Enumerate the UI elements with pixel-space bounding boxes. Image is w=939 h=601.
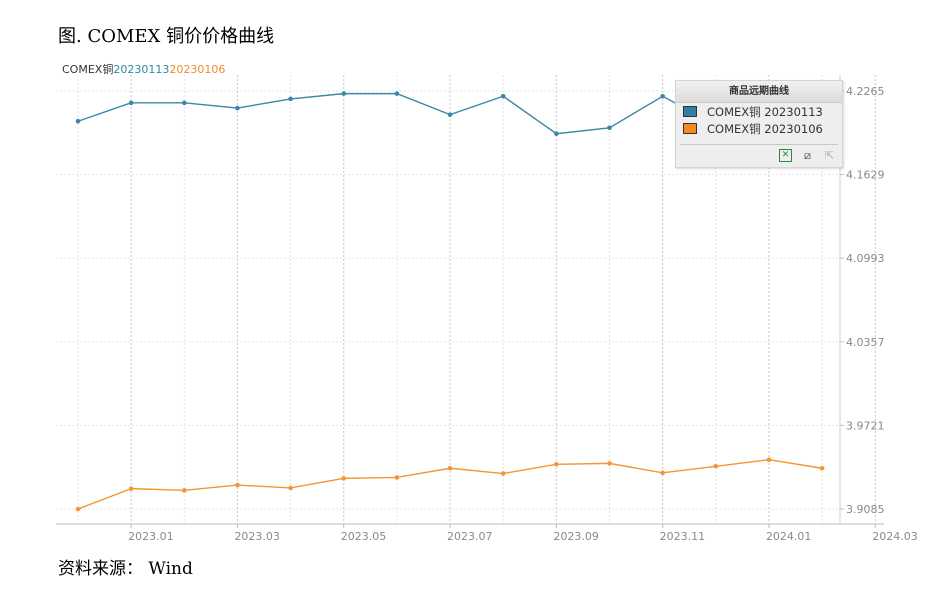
series-2-point-1: [128, 486, 134, 491]
y-tick-label-0: 4.2265: [846, 85, 885, 98]
series-2-point-13: [766, 457, 772, 463]
legend-swatch-series-2: [683, 123, 697, 134]
y-tick-label-3: 4.0357: [846, 336, 885, 349]
series-2-point-8: [500, 471, 506, 476]
series-2-point-9: [554, 462, 559, 467]
legend-item-series-2[interactable]: COMEX铜 20230106: [676, 120, 842, 137]
x-tick-label-1: 2023.03: [234, 530, 280, 543]
series-1-point-6: [394, 91, 400, 96]
series-1-point-4: [288, 96, 293, 102]
y-tick-label-2: 4.0993: [846, 252, 885, 265]
x-tick-label-7: 2024.03: [872, 530, 918, 543]
series-2-point-5: [341, 476, 347, 481]
legend-swatch-series-1: [683, 106, 697, 117]
x-tick-label-3: 2023.07: [447, 530, 493, 543]
series-header: COMEX铜2023011320230106: [62, 61, 225, 77]
series-2-point-7: [447, 465, 453, 471]
series-1-point-9: [554, 131, 559, 137]
crop-icon[interactable]: ⧄: [804, 149, 811, 162]
y-tick-label-1: 4.1629: [846, 169, 885, 182]
chart-grid: [56, 75, 876, 524]
y-tick-label-5: 3.9085: [846, 503, 885, 516]
x-tick-label-2: 2023.05: [341, 530, 387, 543]
series-1-point-2: [182, 100, 187, 106]
x-tick-label-6: 2024.01: [766, 530, 812, 543]
series-1-point-5: [341, 91, 347, 96]
excel-icon[interactable]: ✕: [779, 149, 792, 162]
chart-series: [75, 91, 825, 512]
y-tick-label-4: 3.9721: [846, 419, 885, 432]
figure-title: 图. COMEX 铜价价格曲线: [58, 26, 275, 47]
series-1-point-7: [447, 112, 453, 117]
series-1-point-0: [75, 118, 81, 124]
series-1-point-8: [500, 93, 506, 99]
series-1-point-10: [607, 125, 612, 131]
series-header-s2: 20230106: [169, 63, 226, 76]
series-1-point-3: [235, 105, 240, 111]
legend-label-series-1: COMEX铜 20230113: [707, 104, 823, 119]
series-2-point-0: [75, 506, 81, 512]
figure-source: 资料来源： Wind: [58, 559, 193, 579]
series-header-prefix: COMEX铜: [62, 63, 114, 76]
legend-toolbar: ✕ ⧄ ⇱: [779, 149, 836, 162]
series-2-point-3: [235, 482, 240, 488]
series-2-point-14: [819, 465, 825, 471]
series-2-point-4: [288, 485, 293, 491]
series-2-point-11: [660, 470, 665, 476]
x-tick-label-0: 2023.01: [128, 530, 174, 543]
legend-separator: [680, 144, 838, 145]
series-1-point-1: [128, 100, 134, 106]
legend-item-series-1[interactable]: COMEX铜 20230113: [676, 103, 842, 120]
series-2-point-6: [394, 475, 400, 480]
series-1-point-11: [660, 93, 665, 99]
series-2-point-10: [607, 461, 612, 466]
x-tick-label-4: 2023.09: [553, 530, 599, 543]
chart-axes: 4.2265 4.1629 4.0993 4.0357 3.9721 3.9085 2023…: [56, 75, 918, 543]
legend-title[interactable]: 商品远期曲线: [676, 81, 842, 103]
series-2-point-2: [182, 488, 187, 493]
legend-label-series-2: COMEX铜 20230106: [707, 121, 823, 136]
series-2-point-12: [713, 463, 719, 469]
series-header-s1: 20230113: [113, 63, 170, 76]
x-tick-label-5: 2023.11: [660, 530, 706, 543]
legend-panel[interactable]: 商品远期曲线 COMEX铜 20230113 COMEX铜 20230106 ✕…: [675, 80, 843, 168]
pin-icon[interactable]: ⇱: [824, 149, 835, 162]
